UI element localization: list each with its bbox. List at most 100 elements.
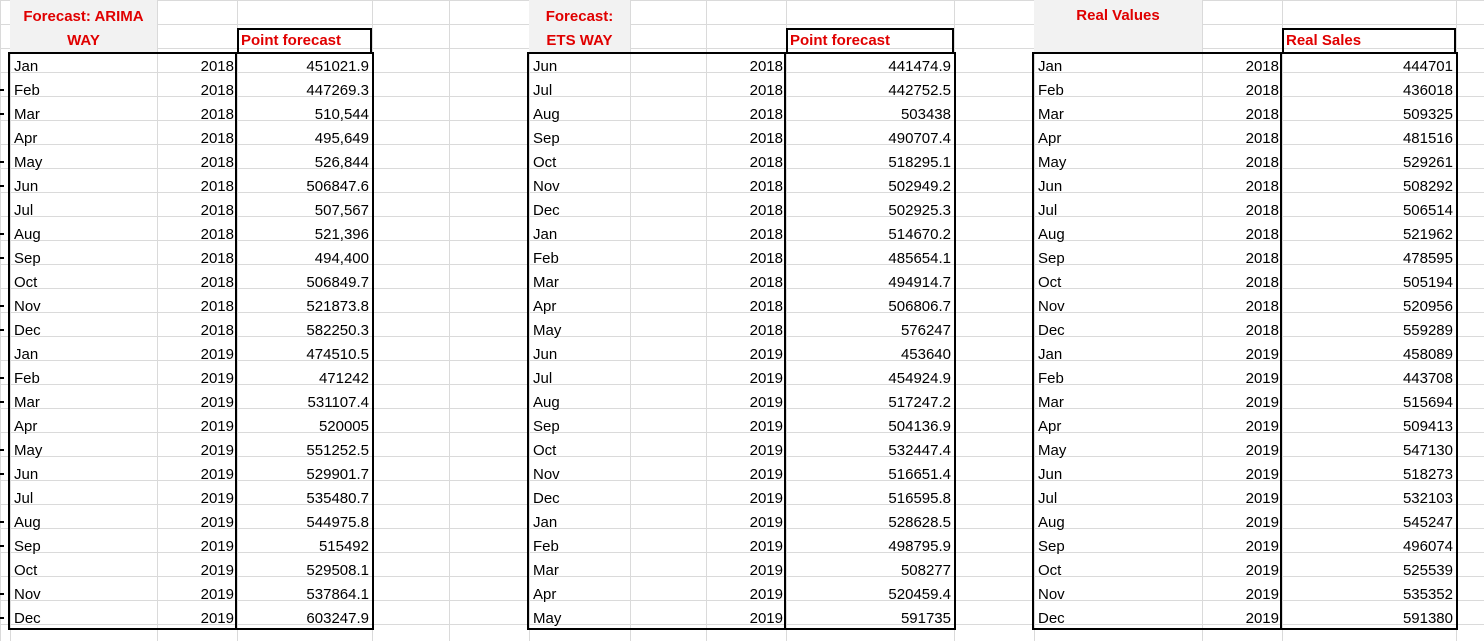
value-cell[interactable]: 520459.4 — [888, 586, 951, 603]
value-cell[interactable]: 559289 — [1402, 322, 1453, 339]
year-cell[interactable]: 2019 — [1245, 442, 1279, 459]
section-title-line1[interactable]: Forecast: ARIMA — [23, 8, 144, 25]
month-cell[interactable]: Feb — [14, 82, 40, 99]
value-cell[interactable]: 505194 — [1402, 274, 1453, 291]
value-cell[interactable]: 447269.3 — [306, 82, 369, 99]
value-cell[interactable]: 509413 — [1402, 418, 1453, 435]
month-cell[interactable]: Sep — [533, 418, 560, 435]
value-cell[interactable]: 532103 — [1402, 490, 1453, 507]
year-cell[interactable]: 2019 — [749, 370, 783, 387]
value-cell[interactable]: 443708 — [1402, 370, 1453, 387]
value-cell[interactable]: 535352 — [1402, 586, 1453, 603]
year-cell[interactable]: 2019 — [749, 394, 783, 411]
value-cell[interactable]: 521962 — [1402, 226, 1453, 243]
year-cell[interactable]: 2018 — [749, 226, 783, 243]
month-cell[interactable]: Jan — [1038, 346, 1063, 363]
month-cell[interactable]: Dec — [14, 610, 41, 627]
value-cell[interactable]: 503438 — [900, 106, 951, 123]
value-cell[interactable]: 591380 — [1402, 610, 1453, 627]
year-cell[interactable]: 2018 — [1245, 226, 1279, 243]
year-cell[interactable]: 2018 — [1245, 82, 1279, 99]
year-cell[interactable]: 2019 — [1245, 562, 1279, 579]
year-cell[interactable]: 2019 — [749, 466, 783, 483]
year-cell[interactable]: 2018 — [200, 58, 234, 75]
section-title-line1[interactable]: Forecast: — [545, 8, 614, 25]
year-cell[interactable]: 2019 — [200, 466, 234, 483]
value-cell[interactable]: 490707.4 — [888, 130, 951, 147]
month-cell[interactable]: Aug — [533, 394, 560, 411]
year-cell[interactable]: 2018 — [749, 178, 783, 195]
year-cell[interactable]: 2019 — [1245, 370, 1279, 387]
year-cell[interactable]: 2019 — [749, 610, 783, 627]
value-cell[interactable]: 529508.1 — [306, 562, 369, 579]
value-cell[interactable]: 515492 — [318, 538, 369, 555]
year-cell[interactable]: 2019 — [1245, 418, 1279, 435]
year-cell[interactable]: 2018 — [749, 82, 783, 99]
year-cell[interactable]: 2018 — [1245, 154, 1279, 171]
month-cell[interactable]: Jul — [14, 490, 34, 507]
value-cell[interactable]: 521,396 — [314, 226, 369, 243]
month-cell[interactable]: May — [533, 610, 562, 627]
month-cell[interactable]: Feb — [14, 370, 40, 387]
value-cell[interactable]: 582250.3 — [306, 322, 369, 339]
month-cell[interactable]: Jun — [14, 466, 39, 483]
value-cell[interactable]: 504136.9 — [888, 418, 951, 435]
value-cell[interactable]: 444701 — [1402, 58, 1453, 75]
month-cell[interactable]: Mar — [14, 106, 40, 123]
value-cell[interactable]: 515694 — [1402, 394, 1453, 411]
month-cell[interactable]: Feb — [1038, 82, 1064, 99]
year-cell[interactable]: 2019 — [200, 586, 234, 603]
month-cell[interactable]: Aug — [533, 106, 560, 123]
value-cell[interactable]: 495,649 — [314, 130, 369, 147]
value-cell[interactable]: 441474.9 — [888, 58, 951, 75]
value-cell[interactable]: 508292 — [1402, 178, 1453, 195]
value-cell[interactable]: 529901.7 — [306, 466, 369, 483]
value-cell[interactable]: 451021.9 — [306, 58, 369, 75]
month-cell[interactable]: Oct — [1038, 274, 1062, 291]
year-cell[interactable]: 2019 — [200, 442, 234, 459]
year-cell[interactable]: 2018 — [200, 82, 234, 99]
month-cell[interactable]: Nov — [14, 586, 41, 603]
month-cell[interactable]: Oct — [533, 154, 557, 171]
year-cell[interactable]: 2019 — [749, 538, 783, 555]
year-cell[interactable]: 2019 — [200, 418, 234, 435]
month-cell[interactable]: May — [533, 322, 562, 339]
year-cell[interactable]: 2019 — [1245, 514, 1279, 531]
month-cell[interactable]: Jan — [14, 58, 39, 75]
month-cell[interactable]: Aug — [1038, 226, 1065, 243]
value-cell[interactable]: 545247 — [1402, 514, 1453, 531]
value-cell[interactable]: 520956 — [1402, 298, 1453, 315]
month-cell[interactable]: Aug — [14, 226, 41, 243]
month-cell[interactable]: Dec — [533, 490, 560, 507]
value-cell[interactable]: 442752.5 — [888, 82, 951, 99]
year-cell[interactable]: 2019 — [1245, 586, 1279, 603]
month-cell[interactable]: Dec — [1038, 610, 1065, 627]
month-cell[interactable]: Apr — [1038, 418, 1062, 435]
year-cell[interactable]: 2019 — [1245, 538, 1279, 555]
month-cell[interactable]: Oct — [1038, 562, 1062, 579]
value-cell[interactable]: 531107.4 — [307, 394, 369, 411]
year-cell[interactable]: 2019 — [1245, 346, 1279, 363]
value-cell[interactable]: 507,567 — [314, 202, 369, 219]
month-cell[interactable]: Jan — [533, 226, 558, 243]
value-cell[interactable]: 526,844 — [314, 154, 369, 171]
value-cell[interactable]: 576247 — [900, 322, 951, 339]
value-column-header[interactable]: Point forecast — [790, 32, 891, 49]
month-cell[interactable]: Sep — [1038, 538, 1065, 555]
month-cell[interactable]: Jul — [1038, 490, 1058, 507]
value-cell[interactable]: 494914.7 — [888, 274, 951, 291]
value-cell[interactable]: 603247.9 — [306, 610, 369, 627]
month-cell[interactable]: May — [14, 442, 43, 459]
year-cell[interactable]: 2019 — [749, 346, 783, 363]
year-cell[interactable]: 2019 — [200, 562, 234, 579]
month-cell[interactable]: Nov — [1038, 298, 1065, 315]
month-cell[interactable]: Dec — [1038, 322, 1065, 339]
value-cell[interactable]: 528628.5 — [888, 514, 951, 531]
year-cell[interactable]: 2018 — [1245, 106, 1279, 123]
month-cell[interactable]: Jul — [533, 370, 553, 387]
value-cell[interactable]: 529261 — [1402, 154, 1453, 171]
year-cell[interactable]: 2018 — [749, 298, 783, 315]
section-title-line1[interactable]: Real Values — [1076, 7, 1160, 24]
month-cell[interactable]: Feb — [533, 538, 559, 555]
month-cell[interactable]: Mar — [1038, 394, 1064, 411]
